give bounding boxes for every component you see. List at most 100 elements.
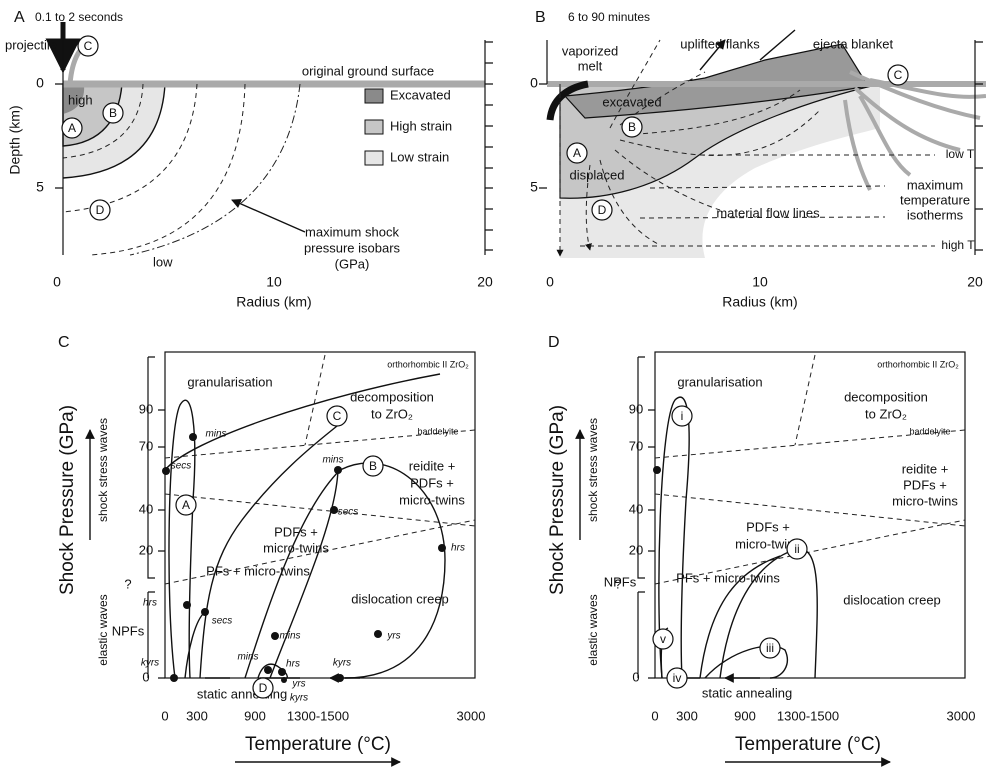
label: pressure isobars — [304, 240, 401, 255]
label: elastic waves — [586, 594, 600, 665]
x-tick-label: 20 — [477, 274, 493, 290]
region-label: PDFs + — [274, 524, 318, 539]
y-tick-label: 5 — [36, 179, 44, 195]
label: displaced — [570, 167, 625, 182]
time-label: mins — [205, 429, 226, 440]
region-label: to ZrO₂ — [371, 406, 413, 421]
x-tick-label: 900 — [734, 708, 756, 723]
panel-a-drawing — [45, 22, 493, 256]
time-label: yrs — [386, 631, 400, 642]
legend-label: High strain — [390, 118, 452, 133]
x-axis-title: Radius (km) — [236, 294, 311, 310]
region-label: to ZrO₂ — [865, 406, 907, 421]
panel-label: D — [548, 334, 560, 351]
time-label: yrs — [291, 679, 305, 690]
region-label: dislocation creep — [843, 592, 941, 607]
region-label: reidite + — [409, 458, 456, 473]
y-tick-label: 90 — [139, 401, 153, 416]
path-marker-label: ii — [794, 542, 799, 556]
region-label: PDFs + — [746, 519, 790, 534]
time-label: kyrs — [290, 693, 308, 704]
path-marker — [591, 199, 613, 221]
path-marker — [175, 494, 197, 516]
path-marker-label: iii — [766, 641, 774, 655]
label: vaporized — [562, 43, 618, 58]
time-label: kyrs — [141, 658, 159, 669]
panel-b-drawing — [539, 29, 986, 258]
time-label: hrs — [451, 543, 465, 554]
x-tick-label: 3000 — [947, 708, 976, 723]
region-label: dislocation creep — [351, 591, 449, 606]
label: maximum — [907, 177, 963, 192]
panel-subtitle: 0.1 to 2 seconds — [35, 10, 123, 24]
y-tick-label: 0 — [632, 669, 639, 684]
y-tick-label: 20 — [139, 542, 153, 557]
region-label: decomposition — [844, 389, 928, 404]
y-axis-title: Shock Pressure (GPa) — [547, 405, 568, 595]
x-tick-label: 0 — [546, 274, 554, 290]
y-tick-label: ? — [124, 576, 131, 591]
y-tick-label: 0 — [530, 75, 538, 91]
time-label: kyrs — [333, 658, 351, 669]
time-label: mins — [322, 455, 343, 466]
label: projectile — [5, 37, 57, 52]
x-tick-label: 1300-1500 — [777, 708, 839, 723]
path-marker — [621, 116, 643, 138]
y-tick-label: 40 — [629, 501, 643, 516]
y-tick-label: 0 — [142, 669, 149, 684]
region-label: static annealing — [702, 685, 792, 700]
y-tick-label: ? — [614, 576, 621, 591]
path-marker-label: iv — [673, 671, 682, 685]
time-label: hrs — [143, 598, 157, 609]
time-label: mins — [237, 652, 258, 663]
path-marker — [786, 538, 808, 560]
x-tick-label: 20 — [967, 274, 983, 290]
y-axis-title: Shock Pressure (GPa) — [57, 405, 78, 595]
region-label: static annealing — [197, 686, 287, 701]
label: elastic waves — [96, 594, 110, 665]
path-marker — [887, 64, 909, 86]
y-axis-title: Depth (km) — [7, 105, 23, 174]
path-marker — [252, 677, 274, 699]
y-tick-label: 70 — [139, 438, 153, 453]
legend-label: Low strain — [390, 149, 449, 164]
x-axis-title: Radius (km) — [722, 294, 797, 310]
path-marker-label: C — [333, 409, 342, 423]
x-tick-label: 0 — [53, 274, 61, 290]
region-label: baddelyite — [909, 426, 950, 436]
label: ejecta blanket — [813, 36, 894, 51]
path-marker — [652, 628, 674, 650]
y-tick-label: 40 — [139, 501, 153, 516]
region-label: NPFs — [112, 623, 145, 638]
path-marker — [566, 142, 588, 164]
label: shock stress waves — [96, 418, 110, 522]
region-label: granularisation — [677, 374, 762, 389]
label: low — [153, 254, 173, 269]
y-tick-label: 90 — [629, 401, 643, 416]
path-marker-label: D — [96, 203, 105, 217]
region-label: decomposition — [350, 389, 434, 404]
path-marker-label: C — [84, 39, 93, 53]
region-label: micro-twins — [892, 493, 958, 508]
path-marker-label: D — [598, 203, 607, 217]
panel-c-drawing — [85, 351, 476, 767]
path-marker-label: B — [369, 459, 377, 473]
time-label: mins — [279, 631, 300, 642]
region-label: orthorhombic II ZrO₂ — [387, 359, 469, 369]
x-tick-label: 900 — [244, 708, 266, 723]
label: temperature — [900, 192, 970, 207]
label: (GPa) — [335, 256, 370, 271]
x-tick-label: 10 — [752, 274, 768, 290]
y-tick-label: 70 — [629, 438, 643, 453]
path-marker — [759, 637, 781, 659]
x-tick-label: 10 — [266, 274, 282, 290]
path-marker-label: A — [573, 146, 581, 160]
label: excavated — [602, 94, 661, 109]
label: uplifted flanks — [680, 36, 760, 51]
path-marker — [77, 35, 99, 57]
label: low T — [946, 147, 975, 161]
path-marker-label: i — [681, 409, 684, 423]
label: shock stress waves — [586, 418, 600, 522]
path-marker — [666, 667, 688, 689]
